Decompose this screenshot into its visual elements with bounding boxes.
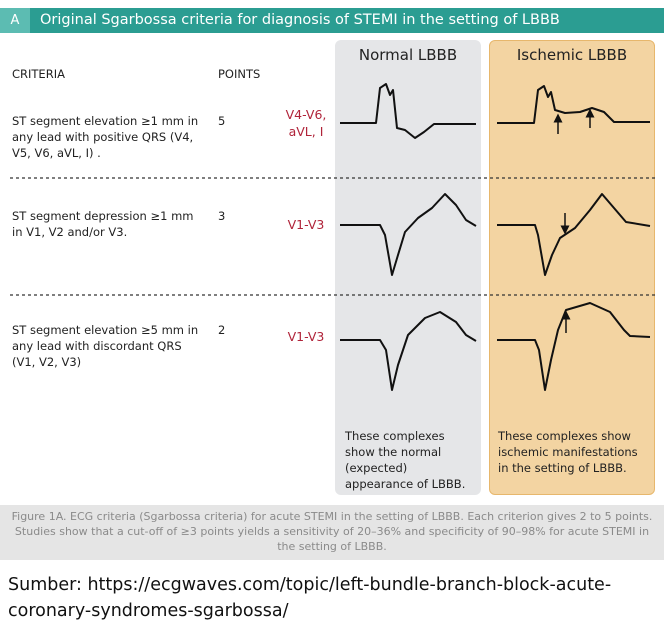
ecg-trace bbox=[497, 85, 650, 124]
caption: Figure 1A. ECG criteria (Sgarbossa crite… bbox=[11, 510, 653, 553]
header-bar bbox=[0, 8, 664, 33]
ischemic-note: These complexes show ischemic manifestat… bbox=[498, 429, 638, 475]
leads: V4-V6, aVL, I bbox=[285, 107, 327, 139]
criterion: ST segment elevation ≥1 mm in any lead w… bbox=[12, 114, 199, 160]
leads: V1-V3 bbox=[287, 329, 325, 344]
points: 3 bbox=[218, 209, 226, 223]
source: Sumber: https://ecgwaves.com/topic/left-… bbox=[8, 575, 612, 621]
criterion: ST segment depression ≥1 mm in V1, V2 an… bbox=[12, 209, 194, 239]
waveforms bbox=[10, 83, 655, 391]
ischemic-panel bbox=[489, 40, 655, 495]
criterion: ST segment elevation ≥5 mm in any lead w… bbox=[12, 323, 199, 369]
points-header: POINTS bbox=[218, 67, 261, 81]
leads: V1-V3 bbox=[287, 217, 325, 232]
ecg-trace bbox=[497, 193, 651, 276]
ischemic-header: Ischemic LBBB bbox=[516, 46, 628, 64]
ecg-trace bbox=[340, 311, 477, 391]
header-label: A bbox=[0, 8, 30, 33]
caption-box bbox=[0, 505, 664, 560]
ecg-trace bbox=[340, 83, 476, 139]
header-title: Original Sgarbossa criteria for diagnosi… bbox=[40, 12, 560, 28]
normal-panel bbox=[335, 40, 481, 495]
normal-note: These complexes show the normal (expecte… bbox=[345, 429, 466, 491]
ecg-trace bbox=[497, 302, 651, 391]
ecg-trace bbox=[340, 193, 477, 276]
normal-header: Normal LBBB bbox=[358, 46, 458, 64]
points: 2 bbox=[218, 323, 226, 337]
points: 5 bbox=[218, 114, 226, 128]
criteria-header: CRITERIA bbox=[12, 67, 65, 81]
